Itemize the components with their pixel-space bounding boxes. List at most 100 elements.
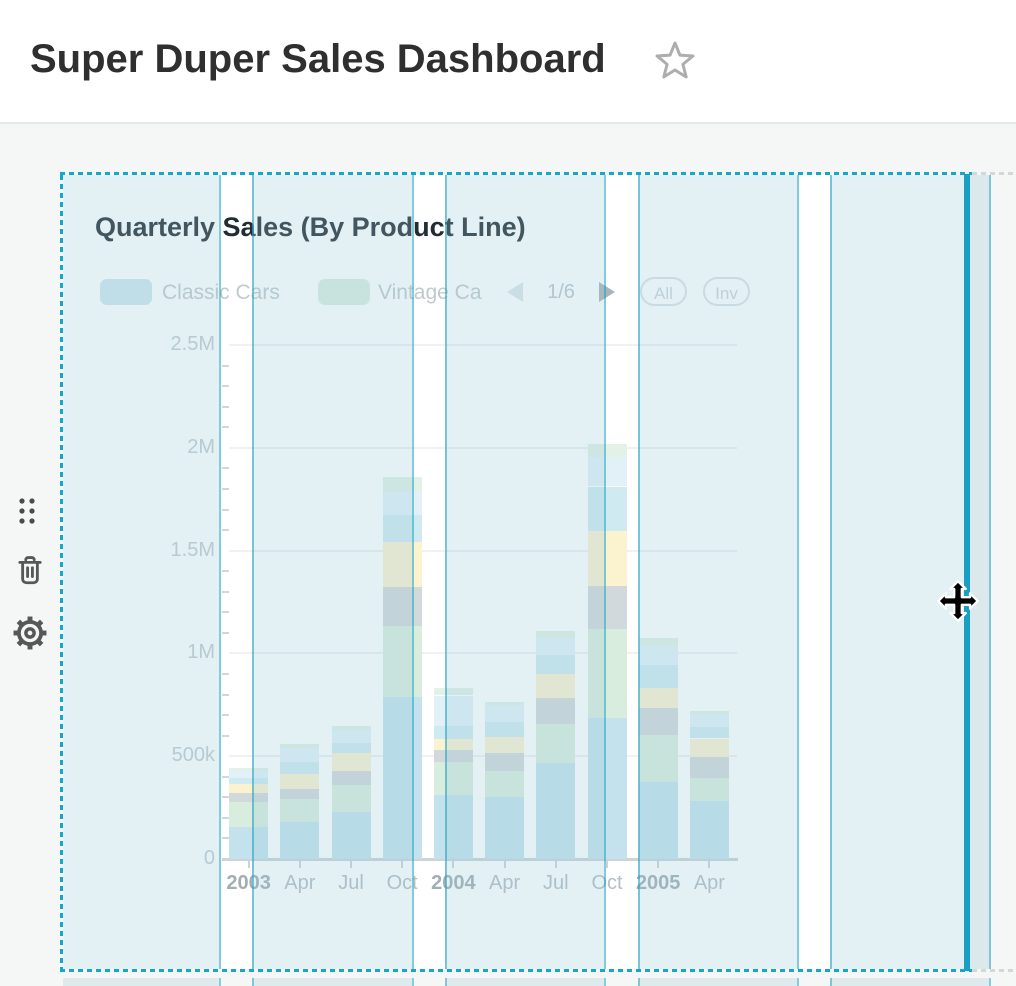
favorite-star-icon[interactable] [655, 40, 695, 80]
y-axis-tick [222, 590, 229, 593]
bar-segment [331, 725, 371, 730]
bar-segment [485, 704, 525, 723]
y-axis-tick [222, 385, 229, 388]
bar-segment [536, 674, 576, 698]
bar-segment [433, 738, 473, 750]
next-row-column [63, 978, 219, 986]
y-axis-label: 500k [171, 744, 215, 767]
bar-segment [433, 750, 473, 763]
bar-segment [331, 729, 371, 743]
x-axis-tick [247, 861, 250, 868]
legend-next-page-icon[interactable] [599, 282, 615, 302]
bar-segment [280, 773, 320, 790]
x-axis-line [222, 858, 738, 861]
y-axis-tick [222, 796, 229, 799]
bar-segment [433, 726, 473, 739]
next-row-column-line [603, 978, 606, 986]
drag-handle-icon[interactable] [16, 496, 38, 528]
y-axis-label: 0 [203, 847, 215, 869]
y-axis-tick [222, 487, 229, 490]
legend-invert-button[interactable]: Inv [703, 277, 750, 306]
legend-select-all-button[interactable]: All [640, 277, 687, 306]
bar-segment [433, 762, 473, 796]
next-row-column-line [218, 978, 221, 986]
grid-column-line [251, 175, 254, 969]
legend-label-vintage-cars[interactable]: Vintage Ca [378, 281, 482, 304]
x-axis-label: 2005 [635, 872, 681, 894]
bar-segment [689, 726, 729, 739]
grid-column-line [603, 175, 606, 969]
y-axis-tick [222, 508, 229, 511]
header-bar: Super Duper Sales Dashboard [0, 0, 1016, 124]
bar-segment [433, 695, 473, 727]
bar-segment [689, 778, 729, 801]
bar-segment [689, 714, 729, 727]
y-axis-tick [222, 405, 229, 408]
bar-segment [382, 625, 422, 697]
bar-segment [280, 762, 320, 774]
bar-segment [536, 698, 576, 724]
grid-outline-top [972, 172, 1016, 175]
bar-segment [689, 800, 729, 859]
x-axis-label: Oct [591, 872, 623, 894]
y-axis-label: 2M [187, 435, 215, 458]
bar-segment [689, 757, 729, 778]
bar-segment [536, 655, 576, 675]
x-axis-tick [298, 861, 301, 868]
grid-column-line [637, 175, 640, 969]
bar-segment [331, 753, 371, 771]
x-axis-tick [452, 861, 455, 868]
bar-segment [485, 753, 525, 771]
grid-column-line [411, 175, 414, 969]
gridline [229, 344, 737, 346]
legend-label-classic-cars[interactable]: Classic Cars [162, 281, 280, 304]
settings-gear-icon[interactable] [11, 614, 49, 652]
bar-segment [331, 742, 371, 754]
x-axis-label: Jul [543, 872, 569, 894]
trash-icon[interactable] [13, 553, 47, 589]
bar-segment [229, 769, 269, 778]
move-cursor [936, 579, 980, 623]
bar-segment [638, 647, 678, 666]
grid-column-line [444, 175, 447, 969]
gridline [229, 549, 737, 552]
x-axis-label: Jul [338, 872, 364, 894]
bar-segment [382, 542, 422, 587]
bar-segment [331, 811, 371, 859]
bar-segment [433, 687, 473, 696]
x-axis-tick [401, 861, 404, 868]
bar-segment [587, 628, 627, 718]
selection-border-top [60, 172, 972, 175]
grid-column-overlay [638, 175, 797, 969]
bar-segment [433, 795, 473, 859]
bar-segment [382, 587, 422, 626]
bar-segment [536, 638, 576, 656]
bar-segment [485, 722, 525, 737]
bar-segment [331, 785, 371, 812]
next-row-column-line [444, 978, 447, 986]
bar-segment [689, 711, 729, 715]
next-row-column [830, 978, 989, 986]
gridline [229, 652, 737, 655]
y-axis-tick [222, 734, 229, 737]
selection-border-left [60, 172, 63, 972]
x-axis-tick [350, 861, 352, 868]
bar-segment [638, 687, 678, 708]
legend-swatch-classic-cars[interactable] [100, 279, 152, 305]
bar-segment [229, 783, 269, 794]
next-row-column-line [637, 978, 640, 986]
y-axis-tick [222, 529, 229, 531]
selection-resize-edge[interactable] [964, 174, 970, 971]
bar-segment [536, 723, 576, 763]
y-axis-label: 2.5M [170, 333, 215, 355]
bar-segment [280, 822, 320, 859]
bar-segment [331, 770, 371, 785]
bar-segment [638, 782, 678, 859]
legend-swatch-vintage-cars[interactable] [318, 279, 370, 305]
next-row-column-line [796, 978, 799, 986]
bar-segment [587, 531, 627, 586]
page-title: Super Duper Sales Dashboard [30, 37, 606, 81]
legend-prev-page-icon[interactable] [507, 282, 523, 302]
y-axis-tick [222, 714, 229, 717]
